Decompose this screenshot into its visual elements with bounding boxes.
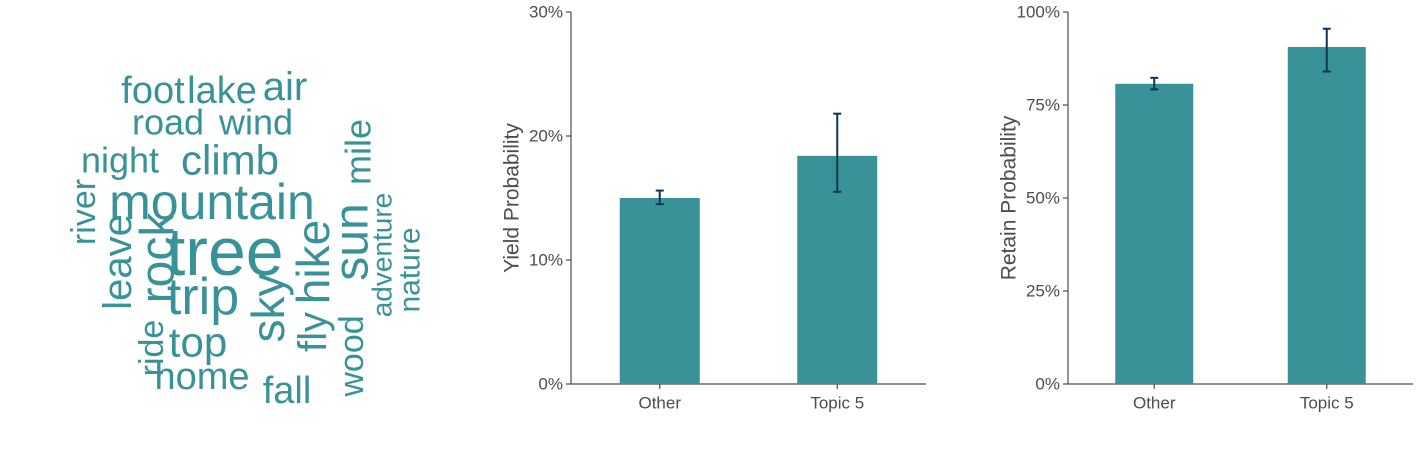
error-bar: [655, 189, 664, 206]
y-tick-label: 0%: [1035, 375, 1060, 394]
x-tick-label: Topic 5: [810, 394, 864, 413]
word-wind: wind: [218, 102, 293, 143]
word-sky: sky: [242, 274, 294, 343]
word-tree: tree: [166, 214, 283, 290]
error-bar: [1150, 76, 1159, 91]
word-night: night: [81, 140, 159, 181]
y-tick-label: 20%: [529, 127, 563, 146]
word-top: top: [169, 319, 227, 366]
y-tick-label: 75%: [1026, 96, 1060, 115]
y-tick-label: 50%: [1026, 189, 1060, 208]
x-tick-label: Other: [638, 394, 681, 413]
word-fall: fall: [263, 370, 312, 412]
word-hike: hike: [287, 220, 339, 304]
y-tick-label: 100%: [1017, 3, 1060, 22]
x-tick-label: Topic 5: [1300, 394, 1354, 413]
word-fly: fly: [291, 312, 335, 352]
bar-topic-5: [1287, 46, 1366, 385]
error-bar: [1322, 27, 1331, 73]
yield-probability-chart: 0% 10% 20% 30% Yield Probability Other Topic 5: [501, 3, 926, 413]
word-lake: lake: [187, 70, 257, 112]
bar-other: [619, 198, 700, 384]
word-foot: foot: [121, 70, 185, 112]
bar-other: [1115, 83, 1194, 385]
word-climb: climb: [181, 137, 279, 184]
word-mountain: mountain: [109, 174, 315, 230]
word-river: river: [65, 179, 103, 245]
word-trip: trip: [167, 268, 239, 326]
y-axis-label: Retain Probability: [998, 115, 1021, 280]
y-tick-label: 10%: [529, 251, 563, 270]
error-bar: [833, 112, 842, 193]
x-tick-label: Other: [1133, 394, 1176, 413]
word-leave: leave: [96, 214, 140, 310]
y-tick-label: 25%: [1026, 282, 1060, 301]
word-home: home: [154, 356, 249, 398]
word-ride: ride: [133, 320, 171, 377]
word-nature: nature: [394, 227, 427, 312]
word-rock: rock: [132, 212, 185, 304]
word-adventure: adventure: [367, 193, 398, 318]
word-road: road: [132, 102, 204, 143]
y-tick-label: 30%: [529, 3, 563, 22]
word-mile: mile: [338, 119, 379, 185]
retain-probability-chart: 0% 25% 50% 75% 100% Retain Probability Other To…: [998, 3, 1413, 413]
word-sun: sun: [326, 203, 379, 280]
y-axis-label: Yield Probability: [501, 123, 524, 273]
word-air: air: [263, 65, 307, 109]
bar-topic-5: [797, 155, 878, 384]
word-wood: wood: [333, 315, 371, 397]
y-tick-label: 0%: [538, 375, 563, 394]
